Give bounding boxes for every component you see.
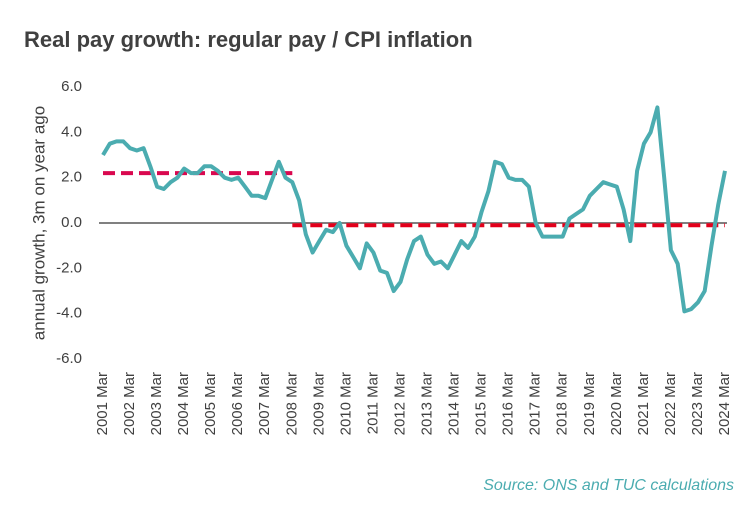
x-tick-label: 2021 Mar [635, 372, 652, 435]
x-tick-label: 2018 Mar [554, 372, 571, 435]
x-tick-label: 2016 Mar [500, 372, 517, 435]
y-tick-label: 4.0 [61, 123, 82, 140]
x-tick-label: 2010 Mar [337, 372, 354, 435]
x-tick-label: 2019 Mar [581, 372, 598, 435]
y-tick-label: 6.0 [61, 78, 82, 95]
x-tick-label: 2009 Mar [310, 372, 327, 435]
x-tick-label: 2006 Mar [229, 372, 246, 435]
y-tick-label: -4.0 [56, 305, 82, 322]
source-note: Source: ONS and TUC calculations [483, 477, 734, 494]
x-tick-label: 2024 Mar [716, 372, 733, 435]
x-tick-label: 2015 Mar [473, 372, 490, 435]
x-tick-label: 2020 Mar [608, 372, 625, 435]
x-tick-label: 2002 Mar [121, 372, 138, 435]
x-tick-label: 2007 Mar [256, 372, 273, 435]
x-tick-label: 2014 Mar [446, 372, 463, 435]
x-tick-label: 2011 Mar [364, 372, 381, 434]
x-tick-label: 2023 Mar [689, 372, 706, 435]
x-tick-label: 2005 Mar [202, 372, 219, 435]
y-tick-label: 0.0 [61, 214, 82, 231]
y-tick-label: -6.0 [56, 350, 82, 367]
y-axis-title: annual growth, 3m on year ago [29, 106, 48, 340]
y-tick-label: -2.0 [56, 259, 82, 276]
x-tick-label: 2003 Mar [148, 372, 165, 435]
y-tick-label: 2.0 [61, 169, 82, 186]
x-tick-label: 2012 Mar [391, 372, 408, 435]
x-tick-label: 2004 Mar [175, 372, 192, 435]
x-tick-label: 2013 Mar [418, 372, 435, 435]
x-tick-label: 2017 Mar [527, 372, 544, 435]
data-line [101, 105, 727, 314]
x-tick-label: 2001 Mar [94, 372, 111, 435]
x-tick-label: 2008 Mar [283, 372, 300, 435]
x-tick-label: 2022 Mar [662, 372, 679, 435]
chart-title: Real pay growth: regular pay / CPI infla… [24, 27, 473, 52]
